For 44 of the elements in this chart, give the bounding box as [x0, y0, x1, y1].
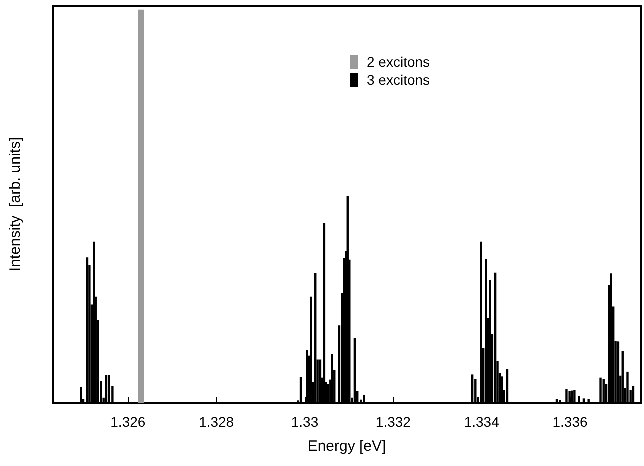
bar [138, 10, 144, 403]
bar [310, 296, 312, 403]
bar [622, 352, 624, 403]
bar [485, 259, 488, 403]
x-tick-label: 1.336 [552, 414, 588, 430]
bar [506, 369, 509, 403]
bar [471, 374, 474, 403]
bar [602, 379, 605, 403]
x-tick-label: 1.334 [464, 414, 500, 430]
legend-label: 3 excitons [367, 72, 430, 88]
bar [600, 378, 602, 403]
x-axis-title: Energy [eV] [308, 438, 386, 455]
y-axis-title: Intensity [arb. units] [7, 137, 24, 272]
bar [632, 386, 635, 403]
bar [354, 338, 356, 403]
bar [588, 399, 590, 403]
x-tick-label: 1.332 [376, 414, 412, 430]
bar [105, 375, 108, 403]
bar [626, 372, 629, 403]
bar [331, 354, 334, 403]
bar [93, 242, 96, 403]
x-tick-label: 1.326 [110, 414, 146, 430]
bar [480, 242, 482, 403]
x-tick-label: 1.328 [199, 414, 234, 430]
x-tick-label: 1.33 [291, 414, 319, 430]
bar [556, 399, 558, 403]
bar [314, 273, 317, 403]
bar [86, 258, 89, 403]
bar [80, 387, 82, 403]
bar [610, 274, 612, 403]
bar [582, 398, 586, 403]
bar [327, 384, 330, 403]
bar [574, 390, 576, 403]
bar [108, 375, 110, 403]
bar [617, 342, 620, 403]
bar [571, 390, 574, 403]
bar [568, 391, 571, 403]
bar [494, 272, 497, 403]
bar [363, 395, 366, 403]
bar [300, 377, 302, 403]
bar [501, 376, 504, 403]
bar [558, 400, 562, 403]
bar [566, 389, 568, 403]
legend-label: 2 excitons [367, 54, 430, 70]
